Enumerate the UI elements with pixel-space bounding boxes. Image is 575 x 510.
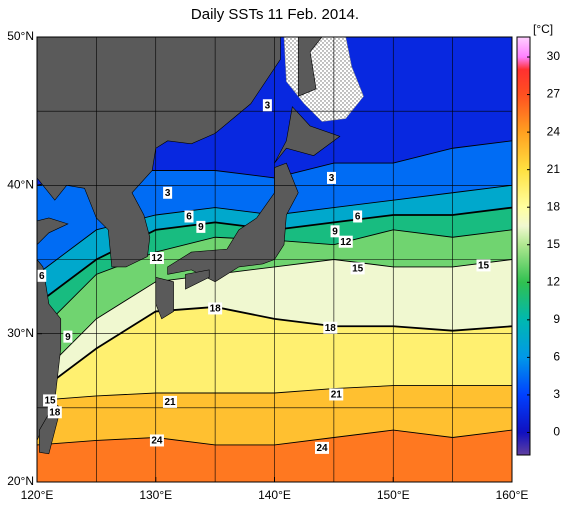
colorbar-unit: [°C]: [533, 22, 553, 36]
contour-label-box: [338, 235, 353, 248]
contour-label: 15: [352, 264, 364, 275]
colorbar-tick-label: 12: [547, 274, 561, 288]
contour-label: 15: [45, 396, 57, 407]
land: [297, 37, 323, 97]
land: [37, 37, 281, 268]
contour-label: 9: [332, 226, 338, 237]
contour-label-box: [315, 441, 329, 454]
x-tick-label: 130°E: [139, 488, 172, 502]
contour-label: 9: [198, 222, 204, 233]
y-tick-label: 30°N: [7, 326, 34, 340]
contour-label-box: [350, 262, 365, 275]
contour-label: 12: [340, 237, 352, 248]
contour-label-box: [330, 225, 340, 238]
colorbar-tick-label: 6: [553, 350, 560, 364]
land: [185, 269, 210, 290]
contour-label: 3: [265, 100, 271, 111]
contour-label: 12: [151, 253, 163, 264]
land: [274, 106, 341, 164]
contour-label-box: [149, 434, 164, 447]
colorbar-tick-label: 24: [547, 124, 561, 138]
contour-label: 6: [355, 212, 361, 223]
colorbar-tick-label: 30: [547, 49, 561, 63]
contour-label: 21: [331, 390, 343, 401]
y-tick-label: 50°N: [7, 29, 34, 43]
colorbar-tick-label: 0: [553, 425, 560, 439]
contour-label: 21: [164, 397, 176, 408]
contour-label-box: [196, 220, 206, 233]
colorbar-tick-label: 3: [553, 387, 560, 401]
contour-label-box: [208, 302, 223, 315]
contour-label-box: [43, 394, 58, 407]
contour-label-box: [329, 388, 344, 401]
contour-label: 6: [39, 271, 45, 282]
contour-label-box: [476, 259, 491, 272]
contour-label-box: [163, 186, 173, 199]
colorbar-tick-label: 27: [547, 87, 561, 101]
contour-label: 18: [210, 304, 222, 315]
contour-label-box: [353, 210, 363, 223]
colorbar-tick-label: 15: [547, 237, 561, 251]
contour-label-box: [47, 406, 62, 419]
colorbar-tick-label: 21: [547, 162, 561, 176]
contour-label: 18: [49, 407, 61, 418]
colorbar-tick-label: 9: [553, 312, 560, 326]
contour-label: 24: [151, 436, 163, 447]
y-tick-label: 40°N: [7, 178, 34, 192]
contour-label-box: [327, 171, 336, 184]
contour-label: 24: [316, 443, 328, 454]
x-tick-label: 150°E: [377, 488, 410, 502]
contour-label: 15: [478, 261, 490, 272]
contour-label-box: [184, 210, 194, 223]
contour-label-box: [262, 99, 272, 112]
land: [37, 217, 69, 246]
land: [167, 162, 299, 283]
contour-label-box: [163, 395, 177, 408]
chart-title: Daily SSTs 11 Feb. 2014.: [191, 6, 359, 23]
contour-label: 9: [65, 332, 71, 343]
contour-label: 6: [186, 212, 192, 223]
colorbar-tick-label: 18: [547, 199, 561, 213]
contour-label-box: [323, 321, 338, 334]
x-tick-label: 160°E: [496, 488, 529, 502]
x-tick-label: 120°E: [21, 488, 54, 502]
y-tick-label: 20°N: [7, 474, 34, 488]
contour-label-box: [149, 252, 164, 265]
contour-label: 3: [165, 188, 171, 199]
contour-label-box: [63, 330, 73, 343]
contour-label: 3: [329, 173, 335, 184]
x-tick-label: 140°E: [258, 488, 291, 502]
contour-label: 18: [325, 323, 337, 334]
colorbar: [516, 36, 531, 456]
contour-label-box: [37, 269, 47, 282]
